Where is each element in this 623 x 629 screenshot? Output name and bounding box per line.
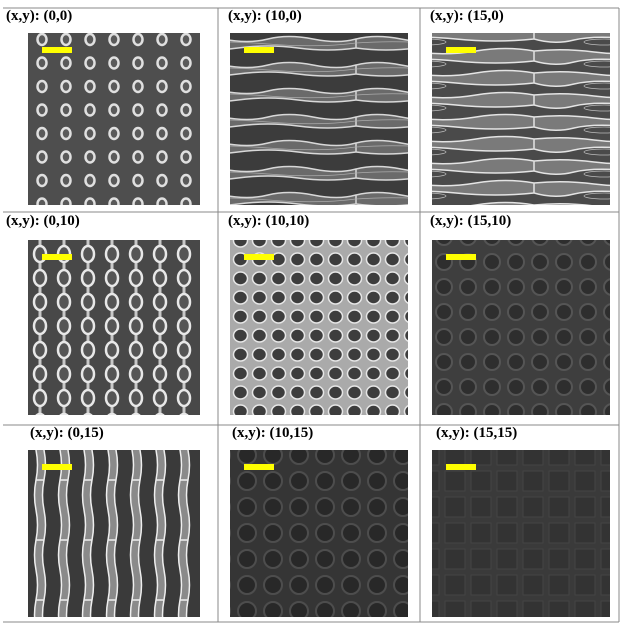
sem-image [28, 450, 200, 617]
sem-image [230, 450, 408, 617]
cell-label: (x,y): (0,10) [6, 213, 80, 229]
sem-image [28, 240, 200, 415]
sem-image [432, 33, 610, 205]
scale-bar [244, 464, 274, 470]
cell-label: (x,y): (15,10) [430, 213, 511, 229]
scale-bar [244, 254, 274, 260]
scale-bar [446, 47, 476, 53]
sem-image [432, 240, 610, 415]
figure: (x,y): (0,0) (x,y): (10,0) (x,y): (15,0) (x… [0, 0, 623, 629]
scale-bar [42, 47, 72, 53]
scale-bar [42, 464, 72, 470]
scale-bar [244, 47, 274, 53]
cell-label: (x,y): (10,0) [228, 8, 302, 24]
cell-label: (x,y): (15,0) [430, 8, 504, 24]
sem-image [432, 450, 610, 617]
scale-bar [446, 464, 476, 470]
scale-bar [446, 254, 476, 260]
cell-label: (x,y): (10,10) [228, 213, 309, 229]
cell-label: (x,y): (0,15) [30, 425, 104, 441]
sem-image [28, 33, 200, 205]
cell-label: (x,y): (15,15) [436, 425, 517, 441]
scale-bar [42, 254, 72, 260]
sem-image [230, 240, 408, 415]
cell-label: (x,y): (10,15) [232, 425, 313, 441]
sem-image [230, 33, 408, 205]
cell-label: (x,y): (0,0) [6, 8, 72, 24]
